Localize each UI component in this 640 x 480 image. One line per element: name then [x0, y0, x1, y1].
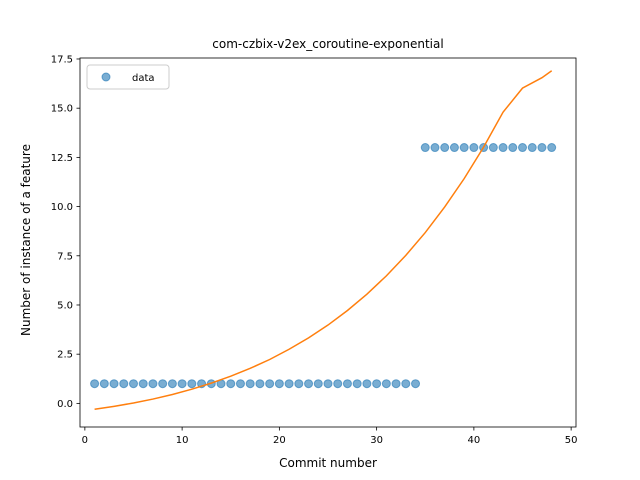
legend-box: [86, 64, 170, 90]
data-point: [265, 379, 275, 389]
y-tick-label: 10.0: [51, 202, 73, 213]
data-point: [138, 379, 148, 389]
data-point: [430, 143, 440, 153]
data-point: [313, 379, 323, 389]
y-tick-label: 7.5: [57, 251, 73, 262]
legend-label: data: [132, 73, 155, 84]
data-point: [109, 379, 119, 389]
data-point: [235, 379, 245, 389]
data-point: [420, 143, 430, 153]
data-point: [274, 379, 284, 389]
y-tick-label: 17.5: [51, 54, 73, 65]
data-point: [245, 379, 255, 389]
data-point: [391, 379, 401, 389]
data-point: [294, 379, 304, 389]
data-point: [352, 379, 362, 389]
data-point: [177, 379, 187, 389]
fit-curve: [94, 70, 553, 411]
x-axis-label: Commit number: [279, 456, 377, 470]
x-tick-label: 30: [370, 435, 383, 446]
data-point: [226, 379, 236, 389]
x-tick-label: 40: [468, 435, 481, 446]
data-point: [449, 143, 459, 153]
data-point: [167, 379, 177, 389]
data-point: [284, 379, 294, 389]
data-point: [342, 379, 352, 389]
data-point: [547, 143, 557, 153]
data-point: [527, 143, 537, 153]
x-tick-label: 0: [82, 435, 88, 446]
data-point: [362, 379, 372, 389]
data-point: [469, 143, 479, 153]
data-point: [99, 379, 109, 389]
data-point: [333, 379, 343, 389]
data-point: [488, 143, 498, 153]
chart-title: com-czbix-v2ex_coroutine-exponential: [212, 37, 443, 51]
plot-area: [90, 70, 557, 411]
y-tick-label: 15.0: [51, 104, 73, 115]
data-point: [158, 379, 168, 389]
y-tick-label: 2.5: [57, 350, 73, 361]
legend: data: [86, 64, 170, 90]
data-point: [440, 143, 450, 153]
x-tick-label: 10: [176, 435, 189, 446]
axes: 0 10 20 30 40 50 0.0 2.5 5.0 7.5 10.0 12.5 15.0 17.5: [51, 54, 578, 446]
data-point: [323, 379, 333, 389]
data-point: [518, 143, 528, 153]
data-point: [508, 143, 518, 153]
legend-marker: [101, 72, 111, 82]
y-tick-label: 0.0: [57, 399, 73, 410]
data-point: [411, 379, 421, 389]
axes-frame: [79, 57, 577, 428]
data-point: [459, 143, 469, 153]
data-point: [187, 379, 197, 389]
x-tick-label: 50: [565, 435, 578, 446]
data-point: [372, 379, 382, 389]
data-point: [255, 379, 265, 389]
data-point: [401, 379, 411, 389]
data-point: [128, 379, 138, 389]
x-tick-label: 20: [273, 435, 286, 446]
data-point: [119, 379, 129, 389]
y-tick-label: 12.5: [51, 153, 73, 164]
data-point: [498, 143, 508, 153]
y-axis-label: Number of instance of a feature: [19, 144, 33, 336]
data-point: [90, 379, 100, 389]
y-tick-label: 5.0: [57, 300, 73, 311]
data-point: [537, 143, 547, 153]
data-point: [148, 379, 158, 389]
data-point: [381, 379, 391, 389]
data-point: [304, 379, 314, 389]
